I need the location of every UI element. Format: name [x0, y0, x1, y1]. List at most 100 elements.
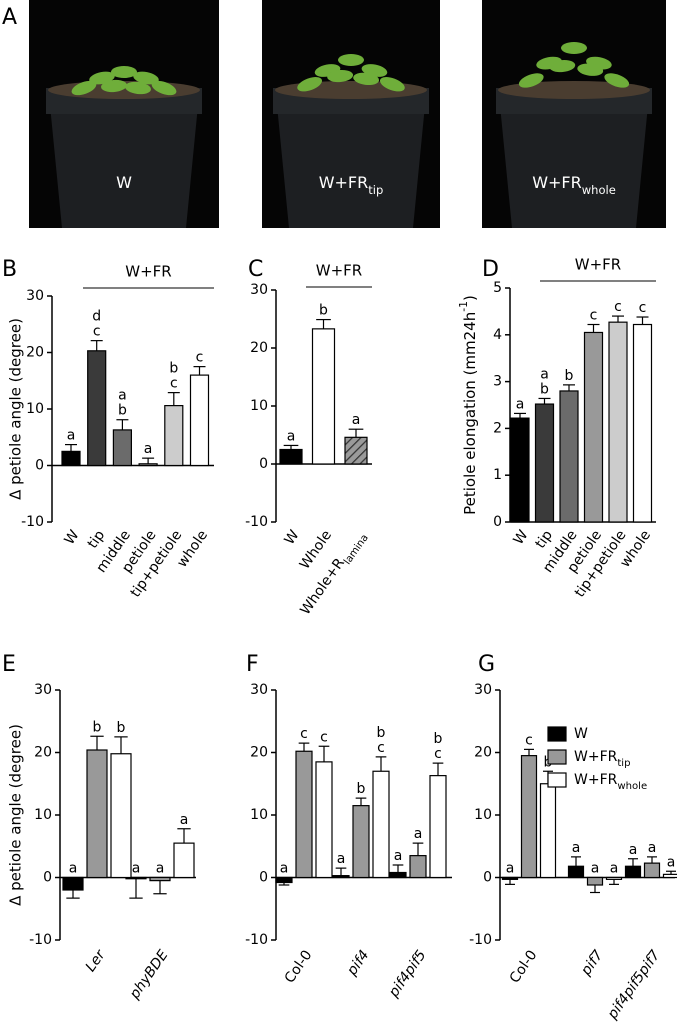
bar: [624, 865, 642, 879]
leaf: [561, 42, 587, 54]
significance-letter: a: [132, 861, 141, 877]
panel-letter: A: [2, 5, 17, 30]
bar: [344, 436, 368, 465]
x-tick-label: pif4pif5: [385, 947, 429, 1001]
bar: [295, 750, 313, 879]
y-tick-label: 2: [493, 420, 502, 436]
bar: [559, 390, 579, 523]
y-axis-title: Δ petiole angle (degree): [7, 318, 25, 500]
significance-letter: a: [337, 851, 346, 867]
y-tick-label: 10: [26, 401, 44, 417]
legend-label: W: [574, 726, 588, 742]
leaf: [549, 59, 576, 73]
legend-label: W+FRwhole: [574, 772, 647, 792]
y-axis-title-part: -1: [457, 301, 470, 312]
leaf: [125, 81, 151, 95]
leaf: [518, 73, 544, 88]
bar: [61, 450, 81, 467]
bar: [138, 463, 158, 467]
legend-label: W+FRtip: [574, 749, 631, 769]
y-tick-label: 30: [250, 682, 268, 698]
y-tick-label: -10: [29, 932, 52, 948]
significance-letter: c: [300, 726, 308, 742]
bar: [632, 323, 653, 523]
panel-letter: D: [482, 257, 499, 282]
significance-letter: a: [144, 441, 153, 457]
panel-letter: C: [248, 257, 263, 282]
significance-letter: a: [648, 840, 657, 856]
significance-letter: c: [525, 732, 533, 748]
y-tick-label: 10: [34, 807, 52, 823]
y-tick-label: 0: [43, 870, 52, 886]
y-tick-label: 4: [493, 327, 502, 343]
bar: [389, 871, 407, 879]
bar: [662, 873, 677, 879]
significance-letter: c: [93, 324, 101, 340]
pot: [49, 95, 199, 228]
y-tick-label: 3: [493, 374, 502, 390]
bar: [164, 405, 184, 467]
leaf: [111, 66, 137, 78]
legend-label-part: whole: [617, 781, 647, 792]
photo-caption-part: W+FR: [319, 173, 369, 192]
bar: [605, 876, 623, 880]
y-tick-label: 10: [474, 807, 492, 823]
soil: [498, 81, 650, 99]
significance-letter: a: [667, 854, 676, 870]
y-tick-label: 20: [250, 745, 268, 761]
leaf: [101, 79, 127, 93]
bar: [332, 875, 350, 879]
x-tick-label: W: [511, 527, 532, 548]
x-tick-label: W: [62, 527, 83, 548]
leaf: [71, 80, 97, 96]
significance-letter: b: [357, 781, 366, 797]
legend-label-part: W+FR: [574, 772, 618, 788]
significance-letter: c: [614, 299, 622, 315]
y-tick-label: -10: [245, 932, 268, 948]
bar: [586, 876, 604, 886]
significance-letter: a: [591, 861, 600, 877]
bar: [409, 855, 427, 879]
significance-letter: b: [377, 725, 386, 741]
bar: [149, 876, 171, 882]
pot: [276, 95, 426, 228]
x-tick-label: W: [282, 527, 303, 548]
y-tick-label: 0: [259, 456, 268, 472]
bar: [315, 761, 333, 879]
y-tick-label: 1: [493, 467, 502, 483]
significance-letter: c: [320, 729, 328, 745]
leaf: [604, 73, 630, 88]
significance-letter: b: [169, 361, 178, 377]
bar: [567, 865, 585, 879]
x-tick-label: tip: [85, 527, 109, 551]
x-tick-label: Col-0: [282, 947, 316, 986]
y-tick-label: 0: [259, 870, 268, 886]
legend-swatch: [547, 772, 567, 788]
leaf: [379, 77, 405, 92]
y-tick-label: 30: [34, 682, 52, 698]
photo-row: W W+FRtip W+FRwhole: [29, 0, 666, 228]
significance-letter: b: [117, 720, 126, 736]
significance-letter: c: [196, 350, 204, 366]
x-tick-label: Col-0: [507, 947, 541, 986]
photo-caption-part: W: [116, 173, 132, 192]
bar: [275, 876, 293, 884]
leaf: [133, 71, 159, 85]
bar: [539, 783, 557, 879]
group-label: W+FR: [575, 256, 621, 274]
x-tick-label: Ler: [83, 946, 110, 974]
group-label: W+FR: [125, 263, 171, 281]
panel-letter: G: [478, 652, 495, 677]
significance-letter: a: [156, 861, 165, 877]
y-tick-label: 5: [493, 280, 502, 296]
bar: [501, 876, 519, 880]
photo-caption-part: W+FR: [532, 173, 582, 192]
photo-caption-part: whole: [582, 183, 616, 197]
significance-letter: a: [352, 412, 361, 428]
y-tick-label: 10: [250, 398, 268, 414]
photo-caption: W+FRwhole: [532, 173, 616, 197]
significance-letter: c: [170, 376, 178, 392]
significance-letter: b: [93, 719, 102, 735]
bar: [534, 403, 555, 523]
